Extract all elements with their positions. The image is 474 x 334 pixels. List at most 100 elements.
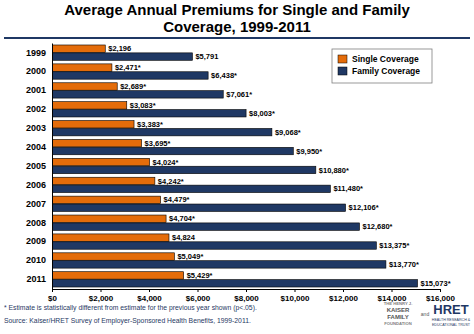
annotation: THE HENRY J. bbox=[384, 301, 413, 306]
tick-label: 2004 bbox=[26, 142, 46, 152]
data-label: $12,680* bbox=[362, 222, 392, 231]
data-label: $9,950* bbox=[296, 147, 322, 156]
tick: 2004 bbox=[26, 142, 46, 152]
tick: $12,000 bbox=[329, 289, 358, 303]
annotation: FOUNDATION bbox=[384, 321, 412, 326]
data-label: $3,383* bbox=[137, 120, 163, 129]
bar bbox=[52, 280, 418, 287]
legend-swatch bbox=[338, 67, 347, 75]
data-label: $5,429* bbox=[187, 271, 213, 280]
bar bbox=[52, 261, 386, 268]
annotation: EDUCATIONAL TRUST bbox=[432, 323, 471, 327]
data-label: $4,824 bbox=[172, 233, 196, 242]
tick: $6,000 bbox=[186, 289, 211, 303]
data-labels: $2,196$2,471*$2,689*$3,083*$3,383*$3,695… bbox=[108, 44, 450, 288]
bar bbox=[52, 234, 169, 241]
annotation: * Estimate is statistically different fr… bbox=[4, 304, 257, 312]
data-label: $2,196 bbox=[108, 44, 131, 53]
data-label: $3,695* bbox=[145, 139, 171, 148]
tick: 1999 bbox=[26, 48, 46, 58]
axis-line bbox=[52, 44, 53, 290]
data-label: $2,689* bbox=[120, 82, 146, 91]
tick-label: $4,000 bbox=[137, 294, 162, 303]
bar bbox=[52, 223, 359, 230]
data-label: $4,024* bbox=[153, 158, 179, 167]
annotations: * Estimate is statistically different fr… bbox=[4, 301, 471, 327]
data-label: $9,068* bbox=[275, 128, 301, 137]
tick: 2010 bbox=[26, 255, 46, 265]
data-label: $15,073* bbox=[421, 279, 451, 288]
bar bbox=[52, 121, 134, 128]
tick-label: $8,000 bbox=[234, 294, 259, 303]
tick-label: $6,000 bbox=[186, 294, 211, 303]
data-label: $4,242* bbox=[158, 177, 184, 186]
tick-mark bbox=[198, 289, 199, 292]
bar bbox=[52, 215, 166, 222]
axis-line bbox=[53, 290, 441, 293]
legend-label: Single Coverage bbox=[352, 54, 419, 64]
tick: 2008 bbox=[26, 218, 46, 228]
title-line: Coverage, 1999-2011 bbox=[163, 18, 311, 35]
tick: 2005 bbox=[26, 161, 46, 171]
data-label: $6,438* bbox=[211, 71, 237, 80]
title-line: Average Annual Premiums for Single and F… bbox=[64, 1, 410, 18]
tick-mark bbox=[246, 289, 247, 292]
annotation: KAISER bbox=[387, 307, 410, 313]
tick-mark bbox=[343, 289, 344, 292]
legend-swatch bbox=[338, 55, 347, 63]
tick: $10,000 bbox=[281, 289, 310, 303]
data-label: $4,704* bbox=[169, 214, 195, 223]
tick: 2000 bbox=[26, 66, 46, 76]
title: Average Annual Premiums for Single and F… bbox=[64, 1, 410, 35]
bar bbox=[52, 272, 184, 279]
tick: 2003 bbox=[26, 123, 46, 133]
bar bbox=[52, 242, 376, 249]
title-rule bbox=[4, 37, 470, 39]
bar bbox=[52, 72, 208, 79]
chart: Average Annual Premiums for Single and F… bbox=[0, 0, 474, 334]
bar bbox=[52, 177, 155, 184]
tick-label: 2006 bbox=[26, 180, 46, 190]
bar bbox=[52, 83, 117, 90]
legend: Single Coverage Family Coverage bbox=[332, 49, 432, 83]
data-label: $13,770* bbox=[389, 260, 419, 269]
data-label: $12,106* bbox=[349, 203, 379, 212]
tick: 2001 bbox=[26, 85, 46, 95]
bar bbox=[52, 204, 346, 211]
tick-label: 2009 bbox=[26, 236, 46, 246]
data-label: $11,480* bbox=[333, 184, 363, 193]
tick: 2002 bbox=[26, 104, 46, 114]
tick: 2011 bbox=[26, 274, 46, 284]
bar bbox=[52, 128, 272, 135]
tick: $0 bbox=[48, 289, 57, 303]
bar bbox=[52, 45, 105, 52]
bar bbox=[52, 185, 330, 192]
data-label: $7,061* bbox=[226, 90, 252, 99]
tick-label: 2005 bbox=[26, 161, 46, 171]
bar bbox=[52, 91, 223, 98]
y-axis: 1999 2000 2001 2002 2003 2004 2005 2006 2007 2008… bbox=[26, 44, 53, 290]
legend-label: Family Coverage bbox=[352, 66, 420, 76]
tick: 2009 bbox=[26, 236, 46, 246]
data-label: $3,083* bbox=[130, 101, 156, 110]
tick-label: $0 bbox=[48, 294, 57, 303]
data-label: $5,791 bbox=[195, 52, 218, 61]
tick-label: $2,000 bbox=[89, 294, 114, 303]
bar bbox=[52, 196, 161, 203]
annotation: HRET bbox=[433, 302, 468, 317]
tick-mark bbox=[392, 289, 393, 292]
tick-label: 2010 bbox=[26, 255, 46, 265]
tick: $4,000 bbox=[137, 289, 162, 303]
tick-label: 2001 bbox=[26, 85, 46, 95]
annotation: and bbox=[421, 311, 430, 317]
tick-label: 2002 bbox=[26, 104, 46, 114]
bar bbox=[52, 102, 127, 109]
tick-mark bbox=[295, 289, 296, 292]
bar bbox=[52, 166, 316, 173]
bar bbox=[52, 158, 150, 165]
tick-label: $10,000 bbox=[281, 294, 310, 303]
bar bbox=[52, 53, 192, 60]
data-label: $8,003* bbox=[249, 109, 275, 118]
annotation: FAMILY bbox=[387, 314, 408, 320]
tick-label: 2007 bbox=[26, 199, 46, 209]
